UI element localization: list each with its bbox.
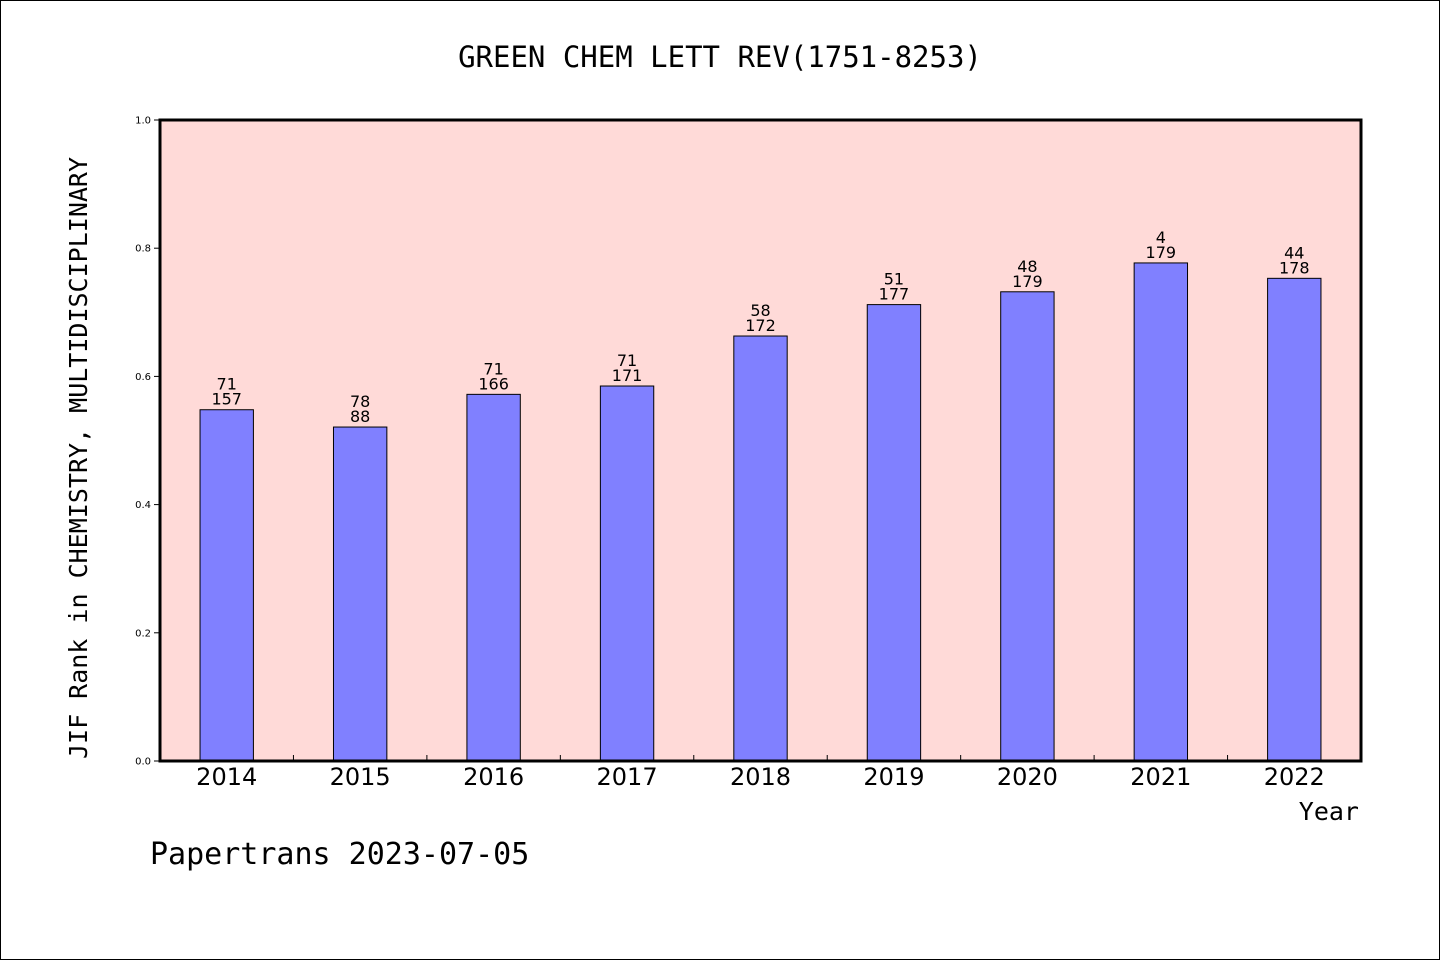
x-tick-label-2016: 2016 bbox=[463, 763, 524, 791]
bar-total-label-2021: 179 bbox=[1146, 243, 1177, 262]
bar-rank-label-2019: 51 bbox=[884, 270, 904, 289]
bar-rank-label-2016: 71 bbox=[483, 359, 503, 378]
y-tick-label-0.8: 0.8 bbox=[135, 244, 151, 255]
x-axis: 2014 2015 2016 2017 2018 2019 2020 2021 2022 bbox=[196, 755, 1325, 791]
x-tick-label-2015: 2015 bbox=[330, 763, 391, 791]
bar-2022 bbox=[1267, 277, 1322, 762]
y-tick-label-0.2: 0.2 bbox=[135, 628, 151, 639]
bar-total-label-2022: 178 bbox=[1279, 258, 1310, 277]
x-axis-label: Year bbox=[1299, 797, 1359, 826]
bar-2019 bbox=[866, 304, 922, 762]
bar-rank-label-2020: 48 bbox=[1017, 257, 1037, 276]
bar-rank-label-2015: 78 bbox=[350, 392, 370, 411]
footer-credit: Papertrans 2023-07-05 bbox=[150, 837, 529, 872]
bar-total-label-2019: 177 bbox=[879, 285, 910, 304]
chart-title: GREEN CHEM LETT REV(1751-8253) bbox=[458, 40, 982, 74]
y-tick-label-0.0: 0.0 bbox=[135, 757, 151, 768]
x-tick-label-2017: 2017 bbox=[597, 763, 658, 791]
x-tick-label-2014: 2014 bbox=[196, 763, 257, 791]
bar-2021 bbox=[1133, 262, 1189, 762]
bar-2020 bbox=[1000, 291, 1055, 762]
bar-total-label-2018: 172 bbox=[745, 316, 776, 335]
y-tick-label-1.0: 1.0 bbox=[135, 116, 151, 127]
bar-rank-label-2014: 71 bbox=[217, 375, 237, 394]
bar-rank-label-2022: 44 bbox=[1284, 243, 1304, 262]
y-tick-label-0.4: 0.4 bbox=[135, 500, 151, 511]
bar-2015 bbox=[332, 426, 388, 762]
y-tick-label-0.6: 0.6 bbox=[135, 372, 151, 383]
bar-total-label-2017: 171 bbox=[612, 366, 643, 385]
bar-rank-label-2021: 4 bbox=[1156, 228, 1166, 247]
x-tick-label-2020: 2020 bbox=[997, 763, 1058, 791]
bar-2014 bbox=[199, 409, 254, 762]
bar-total-label-2016: 166 bbox=[478, 374, 509, 393]
x-tick-label-2022: 2022 bbox=[1264, 763, 1325, 791]
bar-total-label-2014: 157 bbox=[211, 390, 242, 409]
bar-2018 bbox=[733, 335, 788, 762]
bar-2017 bbox=[599, 385, 655, 762]
y-axis: 0.0 0.2 0.4 0.6 0.8 1.0 bbox=[135, 116, 160, 768]
x-tick-label-2019: 2019 bbox=[863, 763, 924, 791]
bar-rank-label-2018: 58 bbox=[750, 301, 770, 320]
bar-total-label-2020: 179 bbox=[1012, 272, 1043, 291]
bar-rank-label-2017: 71 bbox=[617, 351, 637, 370]
x-tick-label-2018: 2018 bbox=[730, 763, 791, 791]
bar-2016 bbox=[466, 393, 521, 762]
y-axis-label: JIF Rank in CHEMISTRY, MULTIDISCIPLINARY bbox=[64, 157, 93, 759]
bar-total-label-2015: 88 bbox=[350, 407, 370, 426]
x-tick-label-2021: 2021 bbox=[1130, 763, 1191, 791]
plot-border bbox=[158, 118, 1363, 763]
bars-group bbox=[199, 262, 1322, 762]
